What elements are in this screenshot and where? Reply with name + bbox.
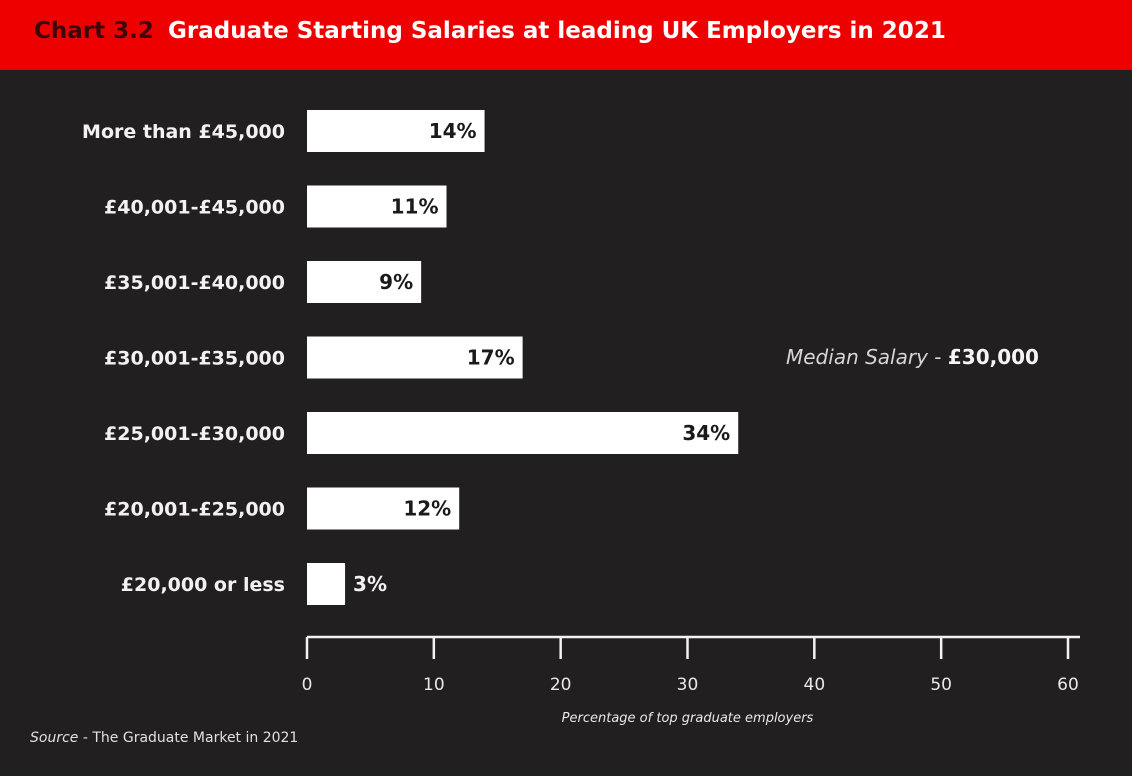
median-separator: - bbox=[927, 345, 948, 369]
source-text: The Graduate Market in 2021 bbox=[92, 730, 299, 746]
chart-header: Chart 3.2 Graduate Starting Salaries at … bbox=[0, 0, 1132, 70]
bar bbox=[307, 336, 523, 379]
x-tick-label: 60 bbox=[1057, 675, 1079, 695]
category-label: £25,001-£30,000 bbox=[104, 423, 285, 445]
bar bbox=[307, 185, 447, 228]
category-label: £30,001-£35,000 bbox=[104, 348, 285, 370]
category-label: £20,001-£25,000 bbox=[104, 499, 285, 521]
bar bbox=[307, 412, 739, 454]
category-label: More than £45,000 bbox=[82, 121, 285, 143]
source-note: Source - The Graduate Market in 2021 bbox=[30, 730, 298, 746]
x-tick-label: 50 bbox=[930, 675, 952, 695]
source-label: Source bbox=[30, 730, 79, 746]
data-label: 9% bbox=[379, 270, 413, 294]
data-label: 3% bbox=[353, 572, 387, 596]
x-tick-label: 10 bbox=[423, 675, 445, 695]
x-tick-label: 40 bbox=[804, 675, 826, 695]
bar bbox=[307, 487, 460, 530]
x-tick-label: 30 bbox=[677, 675, 699, 695]
x-axis-label: Percentage of top graduate employers bbox=[562, 711, 814, 726]
median-salary-annotation: Median Salary - £30,000 bbox=[786, 345, 1039, 369]
category-label: £35,001-£40,000 bbox=[104, 272, 285, 294]
bars-group: More than £45,000 14% £40,001-£45,000 11% £3… bbox=[82, 110, 739, 605]
median-salary-value: £30,000 bbox=[947, 345, 1039, 369]
data-label: 14% bbox=[429, 119, 477, 143]
bar bbox=[307, 110, 485, 152]
median-salary-label: Median Salary bbox=[786, 345, 928, 369]
category-label: £20,000 or less bbox=[121, 574, 285, 596]
x-axis: 0 10 20 30 40 50 60 bbox=[302, 635, 1080, 695]
x-tick-label: 20 bbox=[550, 675, 572, 695]
source-separator: - bbox=[78, 730, 93, 746]
x-tick-label: 0 bbox=[302, 675, 313, 695]
data-label: 12% bbox=[403, 497, 451, 521]
chart-number: Chart 3.2 bbox=[34, 18, 154, 44]
data-label: 34% bbox=[682, 421, 730, 445]
data-label: 11% bbox=[391, 195, 439, 219]
bar bbox=[307, 563, 346, 605]
category-label: £40,001-£45,000 bbox=[104, 197, 285, 219]
data-label: 17% bbox=[467, 346, 515, 370]
bar bbox=[307, 261, 422, 303]
chart-title: Graduate Starting Salaries at leading UK… bbox=[168, 18, 946, 44]
